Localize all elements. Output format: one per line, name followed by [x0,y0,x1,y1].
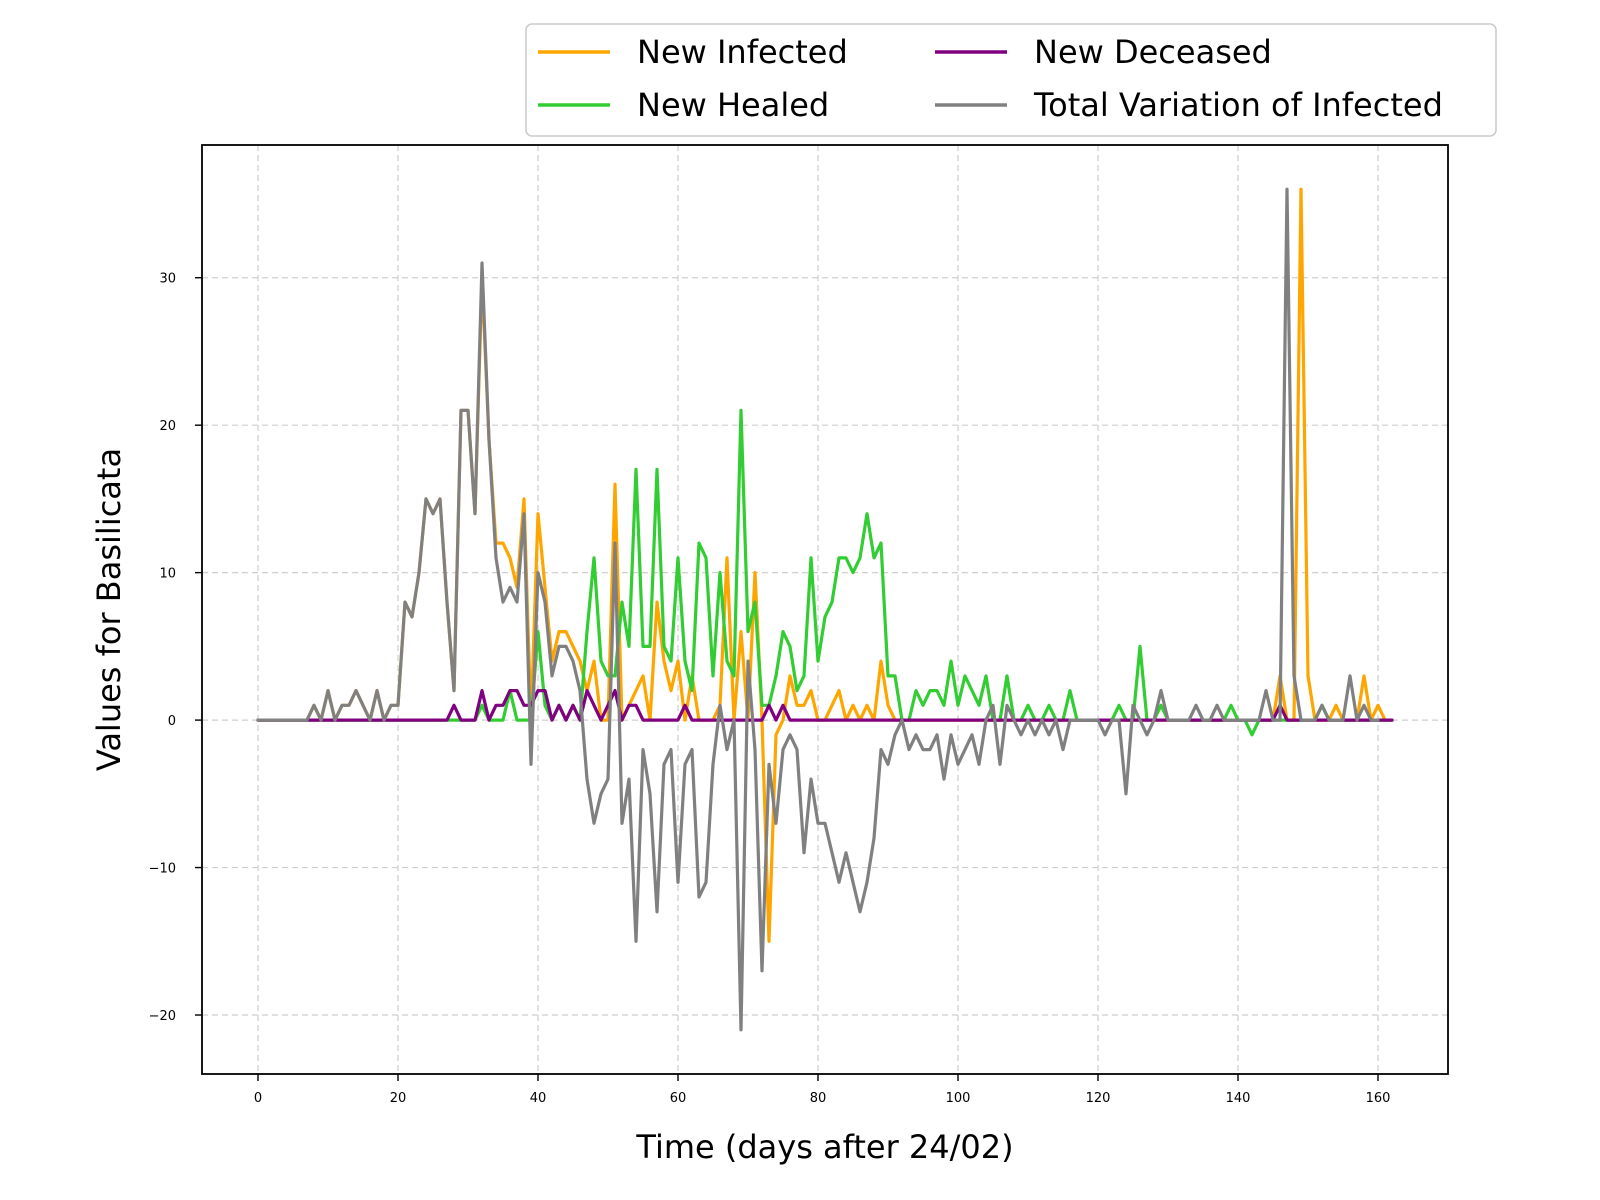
series-line-4 [256,187,1380,1032]
x-axis-title: Time (days after 24/02) [635,1128,1013,1166]
x-tick-label: 160 [1366,1091,1391,1106]
x-tick-label: 60 [670,1091,687,1106]
plot-frame [201,144,1449,1075]
y-tick-label: 10 [159,567,176,582]
x-tick-label: 20 [390,1091,407,1106]
legend-label-1: New Infected [637,33,848,71]
series-layer [256,187,1394,1032]
legend-box [525,23,1497,137]
legend: New Infected New Healed New Deceased Total … [525,23,1497,137]
y-tick-label: 0 [168,714,176,729]
x-tick-label: 100 [946,1091,971,1106]
x-tick-label: 140 [1226,1091,1251,1106]
x-tick-label: 40 [530,1091,547,1106]
x-tick-label: 0 [254,1091,262,1106]
x-tick-label: 120 [1086,1091,1111,1106]
grid [202,145,1448,1074]
legend-label-3: New Deceased [1034,33,1272,71]
y-tick-label: −10 [149,862,176,877]
legend-label-4: Total Variation of Infected [1033,86,1443,124]
x-tick-label: 80 [810,1091,827,1106]
axis-ticks: 0 20 40 60 80 100 120 140 160 −20 −10 0 10 20 30 [149,272,1391,1106]
y-tick-label: 30 [159,272,176,287]
y-tick-label: 20 [159,419,176,434]
legend-label-2: New Healed [637,86,829,124]
y-tick-label: −20 [149,1009,176,1024]
y-axis-title: Values for Basilicata [90,448,128,771]
